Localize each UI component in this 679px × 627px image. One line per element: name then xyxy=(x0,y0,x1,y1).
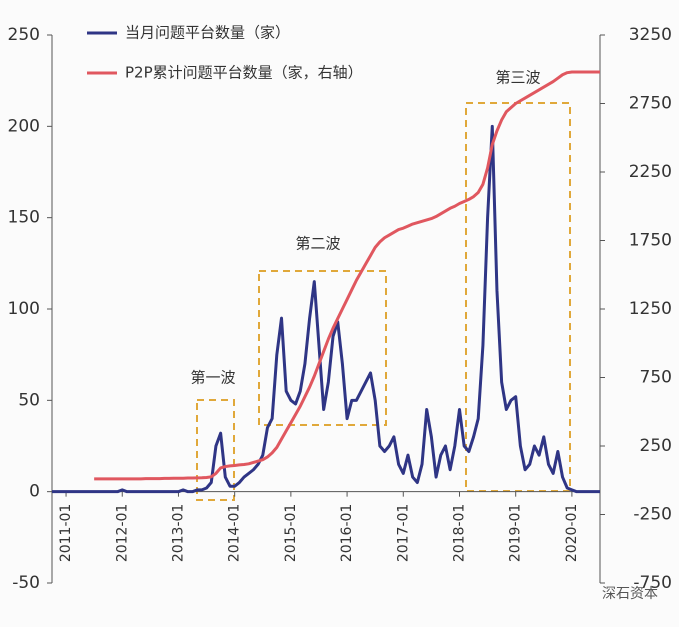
x-tick-label: 2013-01 xyxy=(170,504,186,562)
x-tick-label: 2017-01 xyxy=(395,504,411,562)
y2-tick-label: -750 xyxy=(633,573,672,593)
x-tick-label: 2016-01 xyxy=(339,504,355,562)
x-tick-label: 2015-01 xyxy=(283,504,299,562)
y2-tick-label: 2250 xyxy=(629,162,672,182)
wave-box xyxy=(196,399,235,501)
series-line xyxy=(94,70,600,481)
y-tick-label: 50 xyxy=(18,390,40,410)
legend-label: 当月问题平台数量（家） xyxy=(125,24,290,42)
watermark: 深石资本 xyxy=(602,586,658,602)
y-tick-label: 200 xyxy=(8,116,40,136)
x-tick-label: 2012-01 xyxy=(114,504,130,562)
y-tick-label: 250 xyxy=(8,25,40,45)
y2-tick-label: -250 xyxy=(633,505,672,525)
y-tick-label: 0 xyxy=(29,482,40,502)
y2-tick-label: 1250 xyxy=(629,299,672,319)
y2-tick-label: 250 xyxy=(640,436,672,456)
x-tick-label: 2020-01 xyxy=(564,504,580,562)
legend-label: P2P累计问题平台数量（家，右轴） xyxy=(125,64,363,82)
x-tick-label: 2019-01 xyxy=(508,504,524,562)
y-tick-label: -50 xyxy=(12,573,40,593)
wave-box xyxy=(258,270,387,426)
y2-tick-label: 750 xyxy=(640,368,672,388)
annotation: 第三波 xyxy=(495,69,540,87)
y-tick-label: 150 xyxy=(8,208,40,228)
x-tick-label: 2011-01 xyxy=(58,504,74,562)
y2-tick-label: 2750 xyxy=(629,94,672,114)
annotation: 第一波 xyxy=(190,369,235,387)
y-tick-label: 100 xyxy=(8,299,40,319)
y2-tick-label: 3250 xyxy=(629,25,672,45)
x-tick-label: 2014-01 xyxy=(227,504,243,562)
series-line xyxy=(52,124,600,494)
annotation: 第二波 xyxy=(295,235,340,253)
y2-tick-label: 1750 xyxy=(629,231,672,251)
x-tick-label: 2018-01 xyxy=(451,504,467,562)
